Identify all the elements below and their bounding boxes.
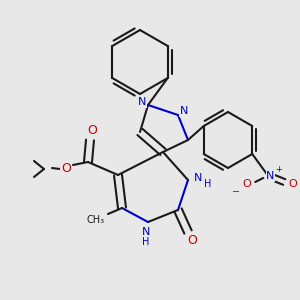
Text: N: N	[266, 171, 275, 181]
Text: H: H	[142, 237, 150, 247]
Text: O: O	[243, 179, 252, 189]
Text: O: O	[61, 163, 71, 176]
Text: O: O	[87, 124, 97, 136]
Text: N: N	[194, 173, 202, 183]
Text: O: O	[187, 233, 197, 247]
Text: N: N	[142, 227, 150, 237]
Text: O: O	[289, 179, 298, 189]
Text: −: −	[232, 187, 240, 197]
Text: N: N	[138, 97, 146, 107]
Text: H: H	[204, 179, 212, 189]
Text: +: +	[275, 166, 282, 175]
Text: N: N	[180, 106, 188, 116]
Text: CH₃: CH₃	[87, 215, 105, 225]
